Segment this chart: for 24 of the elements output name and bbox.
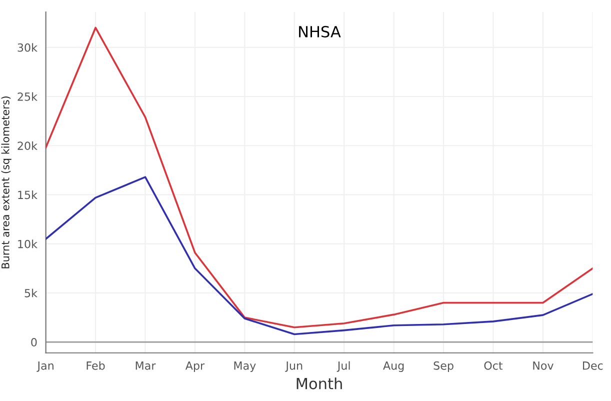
x-tick-label: Dec — [583, 362, 603, 370]
y-tick-label: 15k — [18, 190, 38, 200]
line-series — [46, 176, 593, 336]
x-tick-label: Mar — [136, 362, 156, 370]
y-tick-label: 5k — [24, 288, 38, 298]
y-tick-label: 30k — [18, 43, 38, 52]
x-tick-label: Aug — [383, 362, 404, 372]
line-series — [46, 26, 593, 328]
x-tick-label: Jul — [336, 361, 350, 372]
x-tick-label: Apr — [185, 362, 205, 372]
x-tick-label: Nov — [533, 362, 554, 370]
y-tick-label: 10k — [18, 240, 38, 248]
x-tick-label: May — [234, 362, 256, 372]
y-axis-title: Burnt area extent (sq kilometers) — [1, 96, 12, 268]
x-tick-label: Jan — [36, 362, 54, 372]
x-tick-label: Oct — [484, 361, 503, 370]
x-tick-label: Jun — [285, 362, 302, 372]
y-tick-label: 20k — [18, 141, 38, 150]
y-tick-label: 25k — [18, 92, 38, 101]
x-tick-label: Feb — [86, 361, 105, 370]
x-tick-label: Sep — [434, 361, 454, 372]
y-tick-label: 0 — [31, 338, 37, 346]
text: NHSA — [299, 26, 341, 38]
x-axis-title: Month — [296, 378, 342, 390]
